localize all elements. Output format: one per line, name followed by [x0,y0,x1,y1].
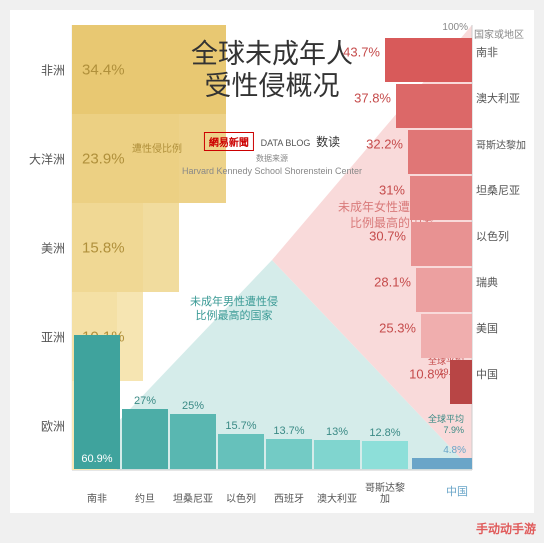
right-bar-0 [385,38,472,82]
left-label-2: 美洲 [15,239,65,256]
left-label-3: 亚洲 [15,328,65,345]
right-bar-4 [411,222,472,266]
scale-max: 100% [442,22,468,33]
right-lbl-2: 哥斯达黎加 [476,137,530,152]
right-lbl-5: 瑞典 [476,274,530,290]
bot-lbl-3: 以色列 [218,494,264,505]
right-bar-6 [421,314,472,358]
left-label-4: 欧洲 [15,417,65,434]
right-lbl-6: 美国 [476,320,530,336]
right-header: 国家或地区 [474,26,524,41]
right-bar-3 [410,176,472,220]
right-bar-2 [408,130,472,174]
source-block: 網易新聞 DATA BLOG 数读 数据来源 Harvard Kennedy S… [182,132,362,176]
bot-lbl-1: 约旦 [122,494,168,505]
right-bar-1 [396,84,472,128]
source-blog: DATA BLOG [261,138,311,148]
right-pct-6: 25.3% [379,321,416,336]
bot-lbl-6: 哥斯达黎加 [362,483,408,505]
right-pct-2: 32.2% [366,137,403,152]
bot-pct-6: 12.8% [362,427,408,439]
chart-title: 全球未成年人 受性侵概况 [191,38,353,103]
right-lbl-0: 南非 [476,44,530,60]
bot-china-bar [412,458,472,469]
right-pct-7: 10.8% [409,367,446,382]
bot-lbl-5: 澳大利亚 [314,494,360,505]
bot-avg-pct: 7.9% [428,425,464,435]
right-pct-4: 30.7% [369,229,406,244]
left-label-0: 非洲 [15,61,65,78]
chart-container: 100% 全球未成年人 受性侵概况 網易新聞 DATA BLOG 数读 数据来源… [10,10,534,513]
source-tag: 数读 [316,135,340,149]
bot-avg-lbl: 全球平均 [428,412,464,425]
right-lbl-1: 澳大利亚 [476,90,530,106]
right-pct-3: 31% [379,183,405,198]
source-logo: 網易新聞 [204,132,254,151]
bot-lbl-2: 坦桑尼亚 [170,494,216,505]
right-bar-7 [450,360,472,404]
bot-cn-pct: 4.8% [443,445,466,456]
left-label-1: 大洋洲 [15,150,65,167]
bot-cn-lbl: 中国 [446,483,468,499]
bot-lbl-4: 西班牙 [266,494,312,505]
right-pct-5: 28.1% [374,275,411,290]
source-credit-en: Harvard Kennedy School Shorenstein Cente… [182,166,362,176]
right-bar-5 [416,268,472,312]
source-credit-zh: 数据来源 [182,153,362,164]
right-pct-1: 37.8% [354,91,391,106]
watermark: 手动动手游 [476,520,536,537]
bot-bar-6 [362,441,408,469]
right-lbl-3: 坦桑尼亚 [476,182,530,198]
title-line1: 全球未成年人 [191,38,353,70]
right-lbl-7: 中国 [476,366,530,382]
title-line2: 受性侵概况 [191,70,353,102]
right-lbl-4: 以色列 [476,228,530,244]
bot-lbl-0: 南非 [74,494,120,505]
